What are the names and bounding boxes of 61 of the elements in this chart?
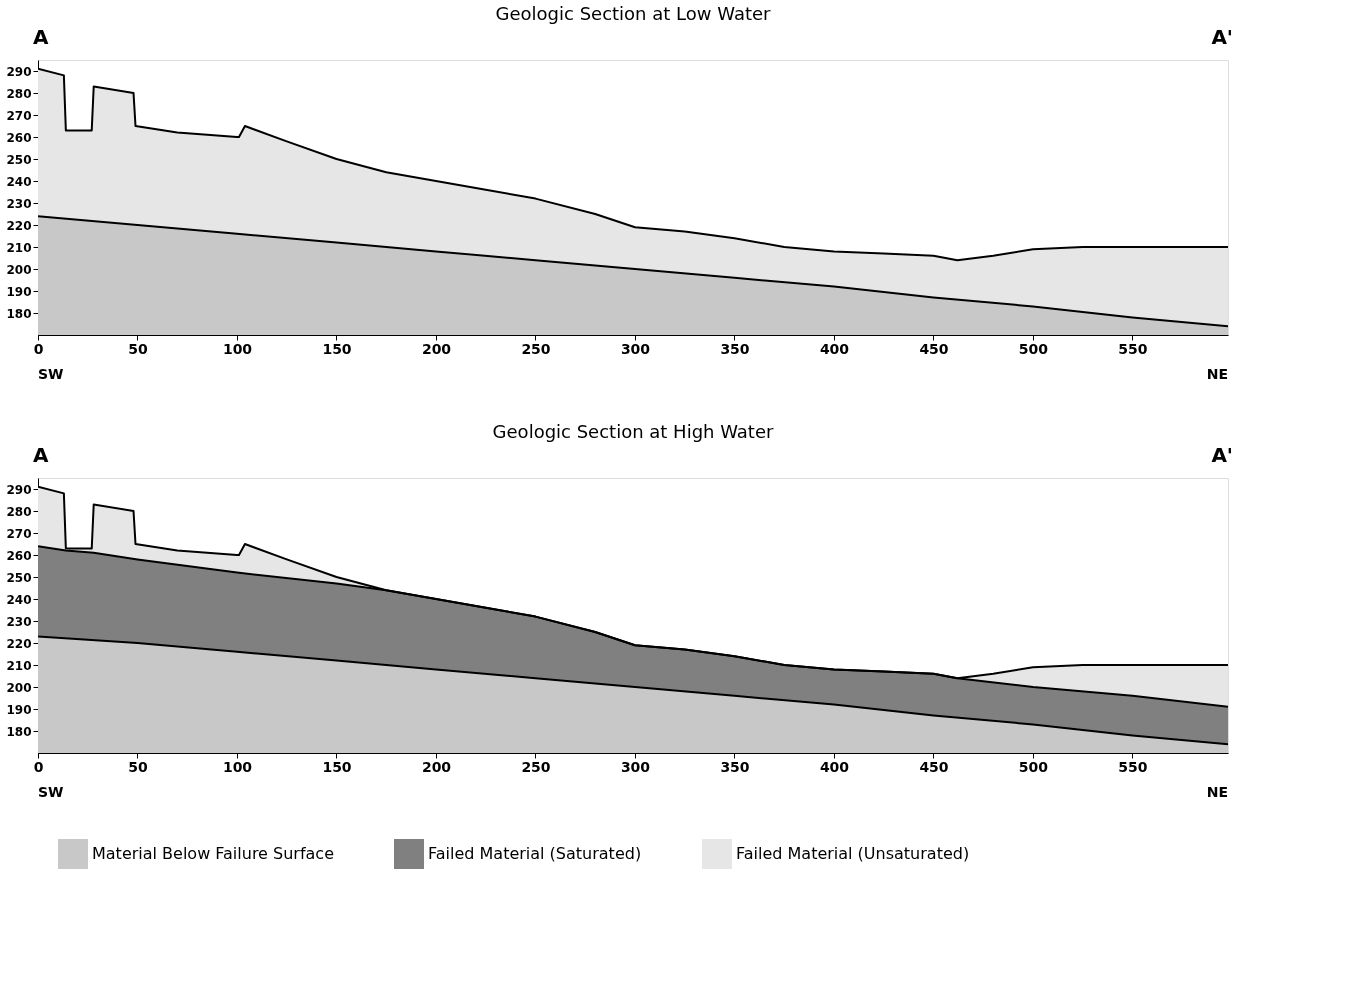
x-tick-label: 200 <box>421 340 452 357</box>
text: A <box>33 25 49 49</box>
y-tick-label: 230 <box>6 196 32 211</box>
y-tick-label: 210 <box>6 240 32 255</box>
x-tick-label: 0 <box>33 758 44 775</box>
y-tick-label: 180 <box>6 724 32 739</box>
chart-title: Geologic Section at Low Water <box>495 3 772 24</box>
x-tick-label: 150 <box>322 758 352 775</box>
x-tick-label: 0 <box>33 340 44 357</box>
x-tick-label: 250 <box>521 340 551 357</box>
y-tick-label: 290 <box>6 482 32 497</box>
y-tick-label: 250 <box>6 152 32 167</box>
y-tick-label: 190 <box>6 702 32 717</box>
text: A' <box>1211 25 1233 49</box>
y-tick-label: 200 <box>6 680 32 695</box>
y-tick-label: 240 <box>6 174 32 189</box>
x-tick-label: 200 <box>421 758 452 775</box>
y-tick-label: 260 <box>6 130 32 145</box>
text: A' <box>1211 443 1233 467</box>
x-tick-label: 250 <box>521 758 551 775</box>
legend-label: Failed Material (Saturated) <box>428 844 642 863</box>
text: NE <box>1206 366 1228 382</box>
text: NE <box>1206 784 1228 800</box>
y-tick-label: 240 <box>6 592 32 607</box>
x-tick-label: 300 <box>620 758 651 775</box>
y-tick-label: 270 <box>6 526 32 541</box>
chart-title: Geologic Section at High Water <box>492 421 774 442</box>
x-tick-label: 550 <box>1118 758 1148 775</box>
x-tick-label: 150 <box>322 340 352 357</box>
y-tick-label: 220 <box>6 218 32 233</box>
x-tick-label: 350 <box>720 758 750 775</box>
x-tick-label: 450 <box>919 340 949 357</box>
x-tick-label: 500 <box>1018 340 1049 357</box>
x-tick-label: 500 <box>1018 758 1049 775</box>
y-tick-label: 200 <box>6 262 32 277</box>
y-tick-label: 280 <box>6 504 32 519</box>
x-tick-label: 350 <box>720 340 750 357</box>
y-tick-label: 290 <box>6 64 32 79</box>
legend-label: Failed Material (Unsaturated) <box>736 844 970 863</box>
text: SW <box>38 784 64 800</box>
y-tick-label: 180 <box>6 306 32 321</box>
y-tick-label: 250 <box>6 570 32 585</box>
y-tick-label: 280 <box>6 86 32 101</box>
x-tick-label: 400 <box>819 340 850 357</box>
x-tick-label: 50 <box>128 758 148 775</box>
y-tick-label: 260 <box>6 548 32 563</box>
x-tick-label: 550 <box>1118 340 1148 357</box>
y-tick-label: 190 <box>6 284 32 299</box>
x-tick-label: 50 <box>128 340 148 357</box>
y-tick-label: 220 <box>6 636 32 651</box>
x-tick-label: 400 <box>819 758 850 775</box>
x-tick-label: 100 <box>222 758 253 775</box>
legend-label: Material Below Failure Surface <box>92 844 334 863</box>
x-tick-label: 100 <box>222 340 253 357</box>
x-tick-label: 300 <box>620 340 651 357</box>
y-tick-label: 210 <box>6 658 32 673</box>
x-tick-label: 450 <box>919 758 949 775</box>
text: A <box>33 443 49 467</box>
y-tick-label: 270 <box>6 108 32 123</box>
text: SW <box>38 366 64 382</box>
y-tick-label: 230 <box>6 614 32 629</box>
